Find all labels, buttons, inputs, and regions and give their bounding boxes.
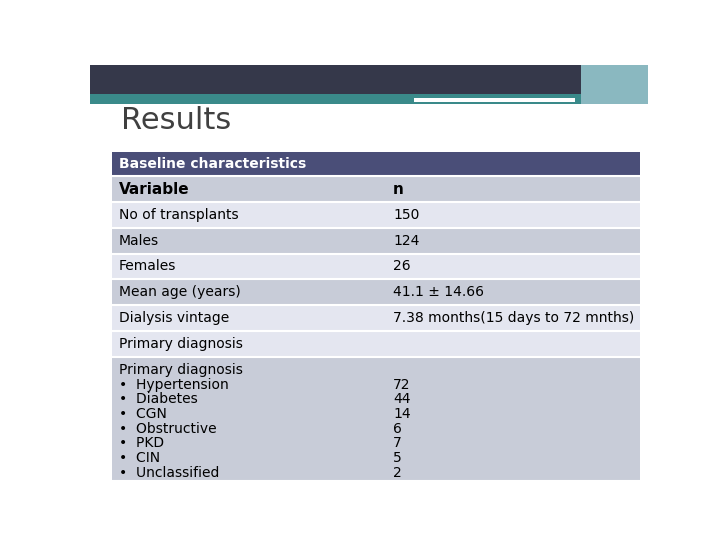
Bar: [90, 94, 581, 104]
Bar: [581, 65, 648, 104]
Text: 150: 150: [393, 208, 420, 222]
Text: •  Unclassified: • Unclassified: [119, 465, 220, 480]
Text: 41.1 ± 14.66: 41.1 ± 14.66: [393, 285, 485, 299]
Text: 14: 14: [393, 407, 411, 421]
Text: Mean age (years): Mean age (years): [119, 285, 240, 299]
Bar: [112, 279, 639, 305]
Text: 7: 7: [393, 436, 402, 450]
Text: 6: 6: [393, 422, 402, 436]
Text: •  Hypertension: • Hypertension: [119, 377, 229, 392]
Text: Males: Males: [119, 234, 159, 248]
Text: Females: Females: [119, 259, 176, 273]
Text: •  Obstructive: • Obstructive: [119, 422, 217, 436]
Bar: [112, 228, 639, 254]
Bar: [112, 357, 639, 482]
Text: 26: 26: [393, 259, 411, 273]
Text: •  CGN: • CGN: [119, 407, 167, 421]
Bar: [112, 152, 639, 176]
Text: n: n: [393, 181, 404, 197]
Text: Dialysis vintage: Dialysis vintage: [119, 311, 229, 325]
Bar: [90, 65, 648, 94]
Text: Results: Results: [121, 106, 231, 136]
Bar: [112, 254, 639, 279]
Bar: [112, 331, 639, 357]
Text: Primary diagnosis: Primary diagnosis: [119, 363, 243, 377]
Text: 72: 72: [393, 377, 410, 392]
Text: 124: 124: [393, 234, 420, 248]
Text: 7.38 months(15 days to 72 mnths): 7.38 months(15 days to 72 mnths): [393, 311, 634, 325]
Bar: [413, 98, 575, 102]
Text: •  CIN: • CIN: [119, 451, 160, 465]
Text: •  Diabetes: • Diabetes: [119, 392, 198, 406]
Text: 2: 2: [393, 465, 402, 480]
Text: No of transplants: No of transplants: [119, 208, 238, 222]
Bar: [112, 176, 639, 202]
Text: 44: 44: [393, 392, 410, 406]
Text: Variable: Variable: [119, 181, 189, 197]
Text: 5: 5: [393, 451, 402, 465]
Bar: [112, 202, 639, 228]
Text: Primary diagnosis: Primary diagnosis: [119, 337, 243, 351]
Text: Baseline characteristics: Baseline characteristics: [119, 157, 306, 171]
Text: •  PKD: • PKD: [119, 436, 164, 450]
Bar: [112, 305, 639, 331]
